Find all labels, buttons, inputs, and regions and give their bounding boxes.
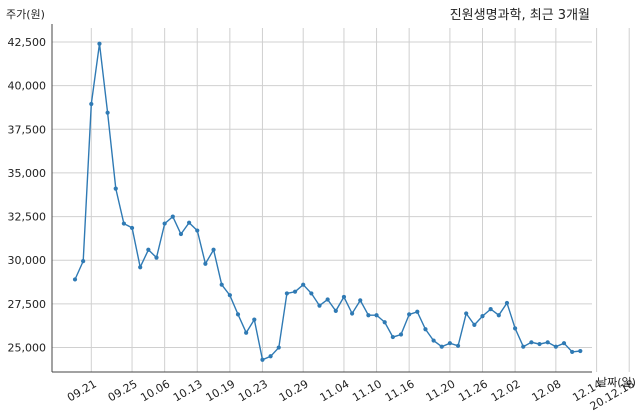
y-tick-label: 35,000 bbox=[8, 167, 47, 180]
y-tick-label: 40,000 bbox=[8, 80, 47, 93]
data-point bbox=[178, 231, 184, 237]
data-point bbox=[219, 282, 224, 287]
data-point bbox=[423, 327, 428, 332]
data-point bbox=[170, 214, 175, 219]
data-point bbox=[578, 348, 583, 354]
data-point bbox=[570, 349, 575, 355]
data-point bbox=[366, 313, 371, 318]
data-point bbox=[529, 340, 534, 345]
data-point bbox=[105, 110, 110, 115]
data-point bbox=[146, 247, 151, 252]
data-point bbox=[138, 265, 143, 270]
data-point bbox=[333, 308, 338, 313]
data-point bbox=[447, 341, 452, 346]
data-point bbox=[464, 311, 469, 316]
data-point bbox=[268, 354, 273, 359]
data-point bbox=[480, 314, 485, 319]
data-point bbox=[97, 41, 102, 46]
data-point bbox=[382, 320, 387, 325]
data-point bbox=[325, 297, 330, 302]
data-point bbox=[292, 289, 298, 294]
y-tick-label: 27,500 bbox=[8, 298, 47, 311]
data-point bbox=[129, 225, 135, 231]
data-point bbox=[113, 186, 118, 191]
data-point bbox=[317, 303, 322, 308]
data-point bbox=[260, 357, 265, 362]
data-point bbox=[431, 338, 436, 343]
data-point bbox=[276, 345, 281, 350]
data-point bbox=[309, 291, 314, 296]
data-point bbox=[439, 344, 444, 349]
x-tick-label: 10.06 bbox=[138, 377, 172, 404]
x-tick-label: 11.26 bbox=[456, 377, 490, 404]
data-point bbox=[390, 334, 395, 340]
data-point bbox=[341, 294, 347, 300]
data-point bbox=[504, 300, 510, 306]
x-tick-label: 12.08 bbox=[530, 377, 564, 404]
y-tick-label: 30,000 bbox=[8, 254, 47, 267]
data-point bbox=[407, 312, 412, 317]
x-tick-label: 10.23 bbox=[236, 377, 270, 404]
data-point bbox=[203, 261, 208, 266]
data-point bbox=[472, 322, 477, 327]
x-tick-label: 11.04 bbox=[318, 377, 352, 404]
data-point bbox=[162, 221, 167, 226]
data-point bbox=[284, 291, 289, 296]
data-point bbox=[488, 307, 493, 312]
x-tick-label: 11.20 bbox=[424, 377, 458, 404]
data-point bbox=[195, 228, 200, 233]
data-point bbox=[455, 343, 461, 348]
data-point bbox=[374, 313, 379, 318]
x-tick-label: 12.02 bbox=[489, 377, 523, 404]
data-point bbox=[415, 309, 420, 314]
x-tick-label: 09.25 bbox=[106, 377, 140, 404]
y-tick-label: 42,500 bbox=[8, 36, 47, 49]
data-point bbox=[252, 317, 257, 322]
data-point bbox=[398, 332, 404, 337]
data-point bbox=[227, 293, 232, 298]
y-tick-labels: 25,000 27,500 30,000 32,500 35,000 37,500 40,0… bbox=[8, 36, 47, 355]
data-point bbox=[545, 340, 550, 345]
data-point bbox=[121, 221, 126, 226]
y-tick-label: 32,500 bbox=[8, 211, 47, 224]
data-point bbox=[235, 312, 241, 317]
x-tick-label: 11.10 bbox=[350, 377, 384, 404]
data-point bbox=[81, 259, 86, 264]
data-point bbox=[301, 282, 306, 287]
data-point bbox=[244, 330, 249, 335]
x-axis-label: 날짜(일) bbox=[597, 375, 636, 389]
x-tick-label: 10.29 bbox=[277, 377, 311, 404]
data-point bbox=[513, 326, 518, 331]
data-point bbox=[521, 344, 526, 349]
grid-lines bbox=[52, 28, 630, 372]
data-point bbox=[211, 247, 216, 252]
data-point bbox=[537, 341, 542, 347]
data-point bbox=[350, 311, 355, 316]
x-tick-label: 10.13 bbox=[171, 377, 205, 404]
chart-title: 진원생명과학, 최근 3개월 bbox=[450, 8, 590, 23]
series-line bbox=[74, 43, 581, 361]
data-point bbox=[561, 341, 567, 346]
data-point bbox=[72, 277, 78, 282]
data-point bbox=[89, 101, 94, 107]
series-group bbox=[72, 41, 583, 362]
x-tick-label: 09.21 bbox=[65, 377, 99, 404]
x-tick-label: 11.16 bbox=[383, 377, 417, 404]
data-point bbox=[553, 344, 558, 349]
x-tick-label: 10.19 bbox=[204, 377, 238, 404]
y-tick-label: 37,500 bbox=[8, 123, 47, 136]
y-tick-label: 25,000 bbox=[8, 342, 47, 355]
y-axis-label: 주가(원) bbox=[6, 8, 45, 21]
axes bbox=[51, 24, 592, 373]
data-point bbox=[154, 255, 159, 260]
data-point bbox=[358, 298, 363, 303]
data-point bbox=[187, 220, 192, 225]
data-point bbox=[496, 313, 501, 318]
